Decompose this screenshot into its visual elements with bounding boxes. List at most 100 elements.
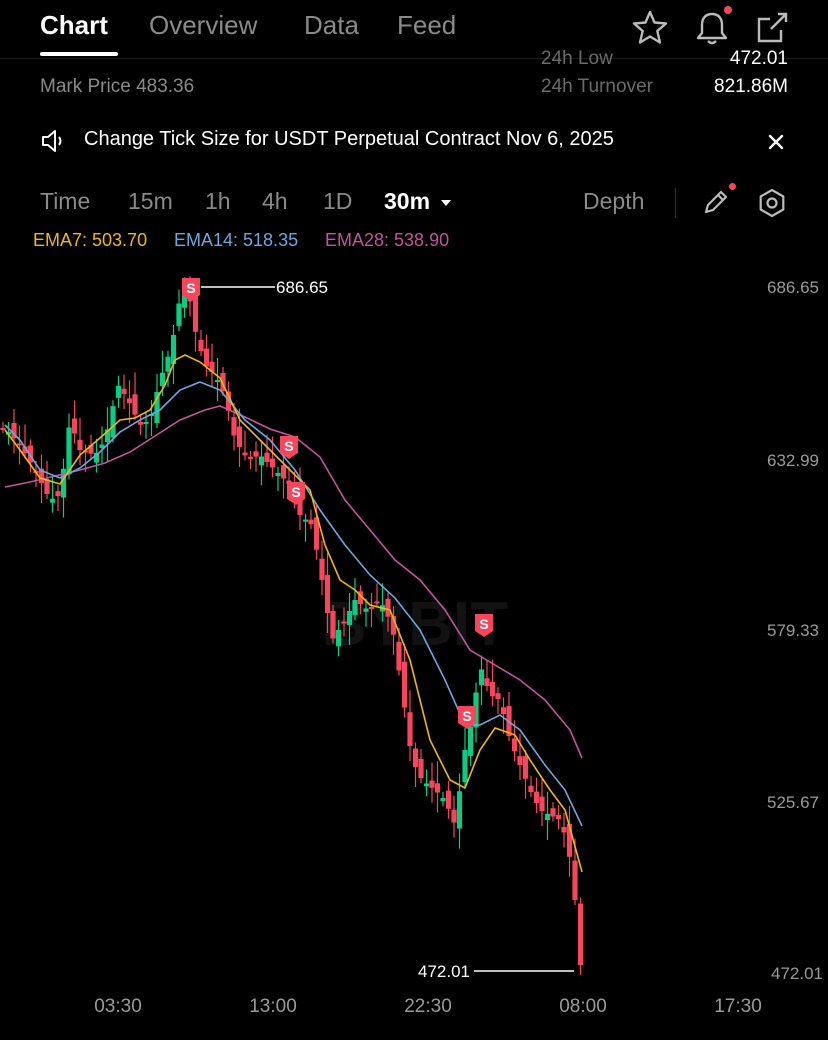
candle-body xyxy=(434,783,441,793)
mark-price: Mark Price 483.36 xyxy=(40,76,195,97)
ema7-line xyxy=(4,354,583,873)
candle-body xyxy=(93,452,100,463)
candle-body xyxy=(335,630,342,647)
candle-body xyxy=(561,826,567,833)
x-axis: 03:30 13:00 22:30 08:00 17:30 xyxy=(94,996,762,1017)
x-tick-label: 03:30 xyxy=(94,996,142,1017)
top-tabs: Chart Overview Data Feed xyxy=(0,0,828,59)
sell-marker[interactable]: S xyxy=(458,706,476,729)
sell-marker-badge xyxy=(458,706,476,729)
drawing-dot xyxy=(729,183,736,190)
candle-body xyxy=(544,813,551,820)
x-tick-label: 13:00 xyxy=(249,996,297,1017)
candle-body xyxy=(82,450,89,453)
candle-body xyxy=(467,726,474,756)
candle-body xyxy=(115,385,122,398)
close-icon[interactable] xyxy=(766,132,786,152)
caret-down-icon[interactable] xyxy=(440,198,452,208)
y-tick-label: 525.67 xyxy=(767,793,819,812)
ema14-label: EMA14: 518.35 xyxy=(174,230,299,250)
sell-marker-badge xyxy=(475,614,493,637)
timeframe-1h[interactable]: 1h xyxy=(205,188,231,214)
candle-body xyxy=(566,823,573,857)
candle-body xyxy=(66,427,72,475)
candle-body xyxy=(49,498,56,503)
banner-text: Change Tick Size for USDT Perpetual Cont… xyxy=(84,128,614,150)
candle-body xyxy=(385,598,391,617)
candle-body xyxy=(236,426,243,447)
candle-body xyxy=(209,361,215,372)
candle-body xyxy=(478,669,485,686)
candle-body xyxy=(555,814,562,820)
speaker-icon xyxy=(42,130,62,152)
tab-chart[interactable]: Chart xyxy=(40,10,108,40)
candle-body xyxy=(126,398,133,404)
candle-body xyxy=(451,809,457,823)
sell-marker[interactable]: S xyxy=(182,278,200,301)
candle-body xyxy=(302,519,309,522)
candle-body xyxy=(418,758,424,778)
candle-body xyxy=(412,748,419,767)
candle-body xyxy=(440,798,446,802)
candle-body xyxy=(88,444,94,454)
sell-marker-badge xyxy=(280,436,298,459)
timeframe-30m[interactable]: 30m xyxy=(384,188,431,214)
pencil-icon[interactable] xyxy=(700,186,732,218)
share-icon[interactable] xyxy=(752,8,792,48)
timeframe-15m[interactable]: 15m xyxy=(128,188,173,214)
sell-marker[interactable]: S xyxy=(287,482,305,505)
y-axis: 686.65 632.99 579.33 525.67 472.01 xyxy=(767,278,823,983)
candle-body xyxy=(368,607,375,610)
candle-body xyxy=(104,429,111,442)
candle-body xyxy=(396,641,402,671)
sell-marker[interactable]: S xyxy=(280,436,298,459)
candle-body xyxy=(132,394,138,415)
timeframe-1d[interactable]: 1D xyxy=(323,188,353,214)
candle-body xyxy=(99,444,105,448)
candle-body xyxy=(247,456,254,459)
y-tick-label: 579.33 xyxy=(767,621,819,640)
high-marker-label: 686.65 xyxy=(276,278,328,297)
candle-body xyxy=(60,468,67,498)
timeframe-time[interactable]: Time xyxy=(40,188,91,214)
notification-dot xyxy=(724,6,732,14)
star-icon[interactable] xyxy=(630,8,670,48)
price-change-clipped xyxy=(40,42,190,46)
depth-toggle[interactable]: Depth xyxy=(583,188,645,214)
candle-body xyxy=(313,517,320,550)
candle-body xyxy=(352,600,358,615)
candle-body xyxy=(170,335,177,365)
candle-body xyxy=(22,446,28,454)
tab-feed[interactable]: Feed xyxy=(397,10,457,40)
sell-marker-label: S xyxy=(291,484,300,500)
announcement-banner[interactable]: Change Tick Size for USDT Perpetual Cont… xyxy=(0,118,828,164)
candle-body xyxy=(231,417,237,436)
candle-body xyxy=(280,465,287,479)
candle-body xyxy=(264,452,270,462)
candle-body xyxy=(374,601,380,604)
bell-icon[interactable] xyxy=(692,8,732,48)
timeframe-4h[interactable]: 4h xyxy=(262,188,288,214)
candle-body xyxy=(154,392,160,423)
tab-overview[interactable]: Overview xyxy=(149,10,258,40)
candle-body xyxy=(176,303,182,327)
candle-body xyxy=(253,451,259,457)
turnover-label: 24h Turnover xyxy=(541,76,653,97)
candle-body xyxy=(346,611,353,625)
candle-body xyxy=(38,468,45,483)
y-tick-label: 632.99 xyxy=(767,451,819,470)
sell-marker[interactable]: S xyxy=(475,614,493,637)
candle-body xyxy=(324,574,331,613)
ema7-label: EMA7: 503.70 xyxy=(33,230,148,250)
tab-data[interactable]: Data xyxy=(304,10,359,40)
candle-body xyxy=(390,616,397,635)
candle-body xyxy=(429,780,435,788)
candle-body xyxy=(550,808,556,817)
candle-body xyxy=(517,756,523,765)
x-tick-label: 22:30 xyxy=(404,996,452,1017)
low-label: 24h Low xyxy=(541,48,613,69)
settings-icon[interactable] xyxy=(756,187,788,219)
candle-body xyxy=(11,423,17,439)
candle-body xyxy=(275,473,281,477)
